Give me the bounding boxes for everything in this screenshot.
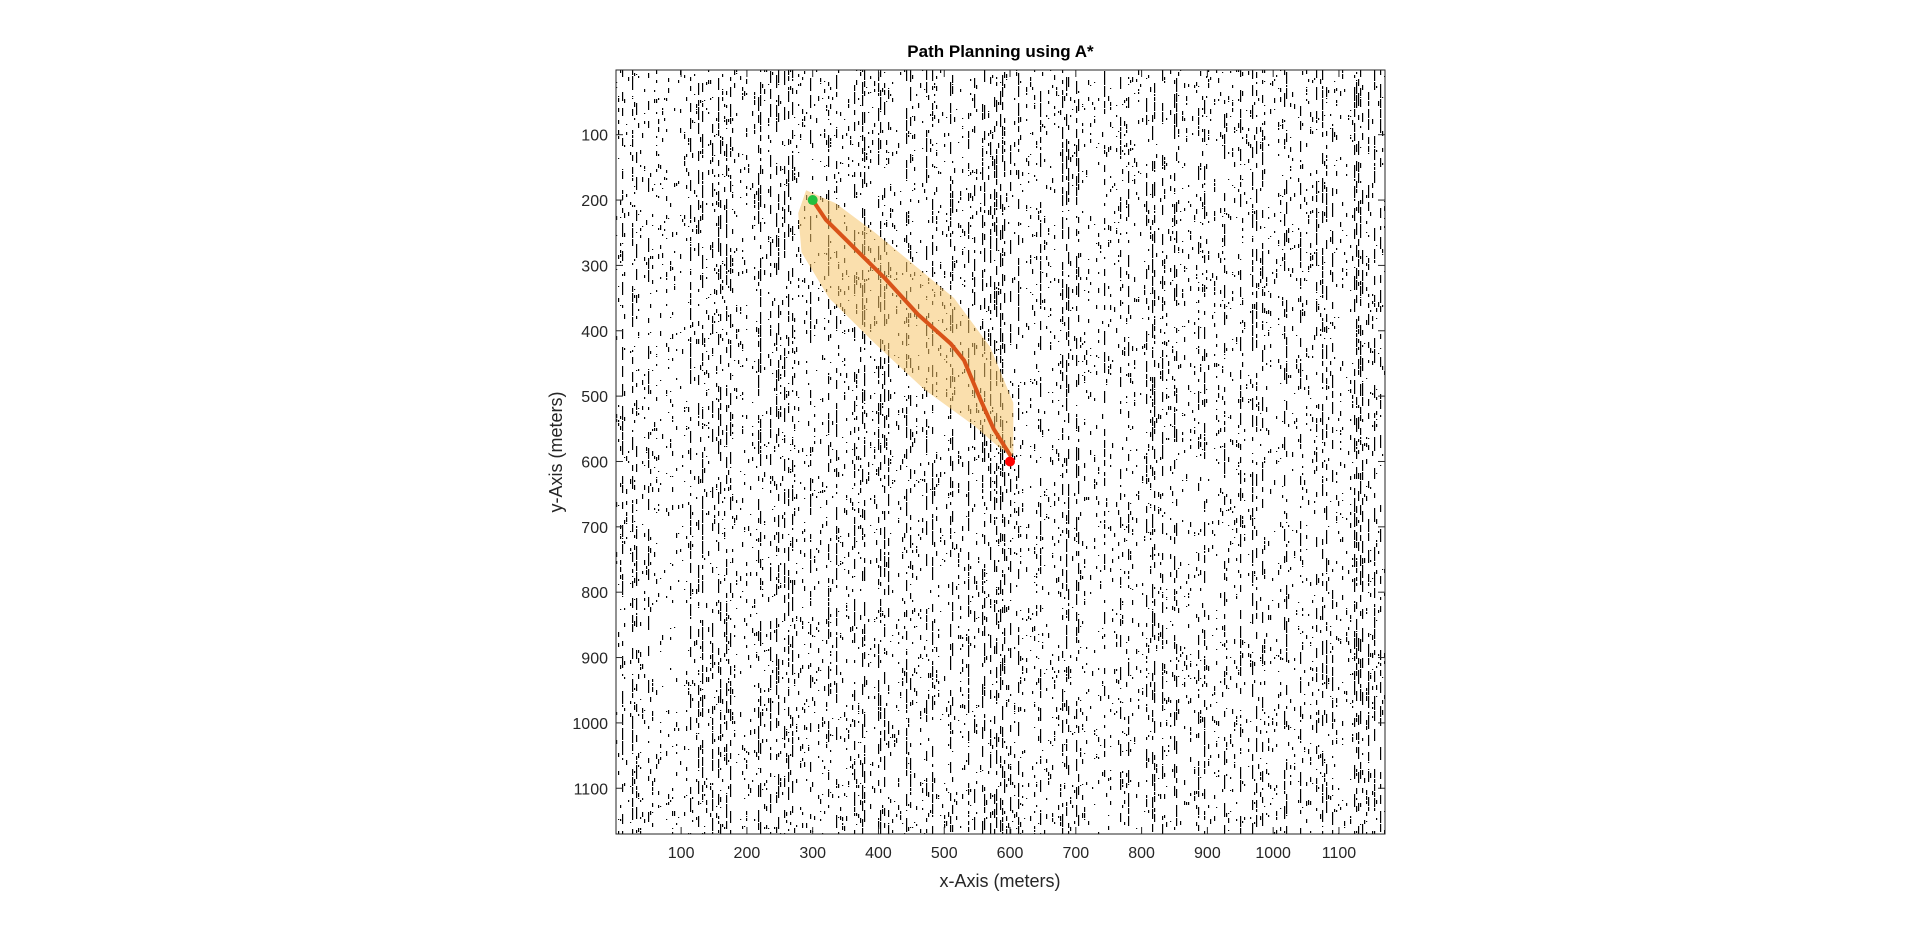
plot-frame: [615, 69, 1386, 835]
y-axis-ticks: 100 200 300 400 500 600 700 800 900 1000 1100: [572, 128, 1385, 798]
x-tick-label: 1000: [1255, 845, 1291, 862]
y-tick-label: 700: [581, 520, 608, 537]
chart-title: Path Planning using A*: [907, 42, 1094, 61]
x-tick-label: 300: [799, 845, 826, 862]
obstacle-layer: [616, 70, 1385, 834]
explored-region: [798, 190, 1014, 455]
obstacle-pixels: [616, 70, 1385, 834]
x-tick-label: 600: [997, 845, 1024, 862]
start-point: [807, 195, 818, 206]
y-tick-label: 200: [581, 193, 608, 210]
path-line: [810, 198, 1012, 457]
y-tick-label: 400: [581, 324, 608, 341]
data-layer: [798, 190, 1016, 467]
x-tick-label: 700: [1062, 845, 1089, 862]
y-tick-label: 1000: [572, 716, 608, 733]
y-tick-label: 600: [581, 454, 608, 471]
y-tick-label: 1100: [574, 781, 609, 798]
x-tick-label: 200: [734, 845, 761, 862]
x-tick-label: 100: [668, 845, 695, 862]
x-axis-label: x-Axis (meters): [940, 871, 1061, 891]
y-axis-label: y-Axis (meters): [546, 392, 566, 513]
x-tick-label: 1100: [1322, 845, 1357, 862]
y-tick-label: 300: [581, 258, 608, 275]
x-tick-label: 500: [931, 845, 958, 862]
x-axis-ticks: 100 200 300 400 500 600 700 800 900 1000 1100: [668, 70, 1356, 862]
x-tick-label: 800: [1128, 845, 1155, 862]
goal-point: [1005, 456, 1016, 467]
y-tick-label: 100: [581, 128, 608, 145]
x-tick-label: 900: [1194, 845, 1221, 862]
y-tick-label: 500: [581, 389, 608, 406]
plot-area: [615, 69, 1386, 835]
y-tick-label: 800: [581, 585, 608, 602]
y-tick-label: 900: [581, 651, 608, 668]
x-tick-label: 400: [865, 845, 892, 862]
